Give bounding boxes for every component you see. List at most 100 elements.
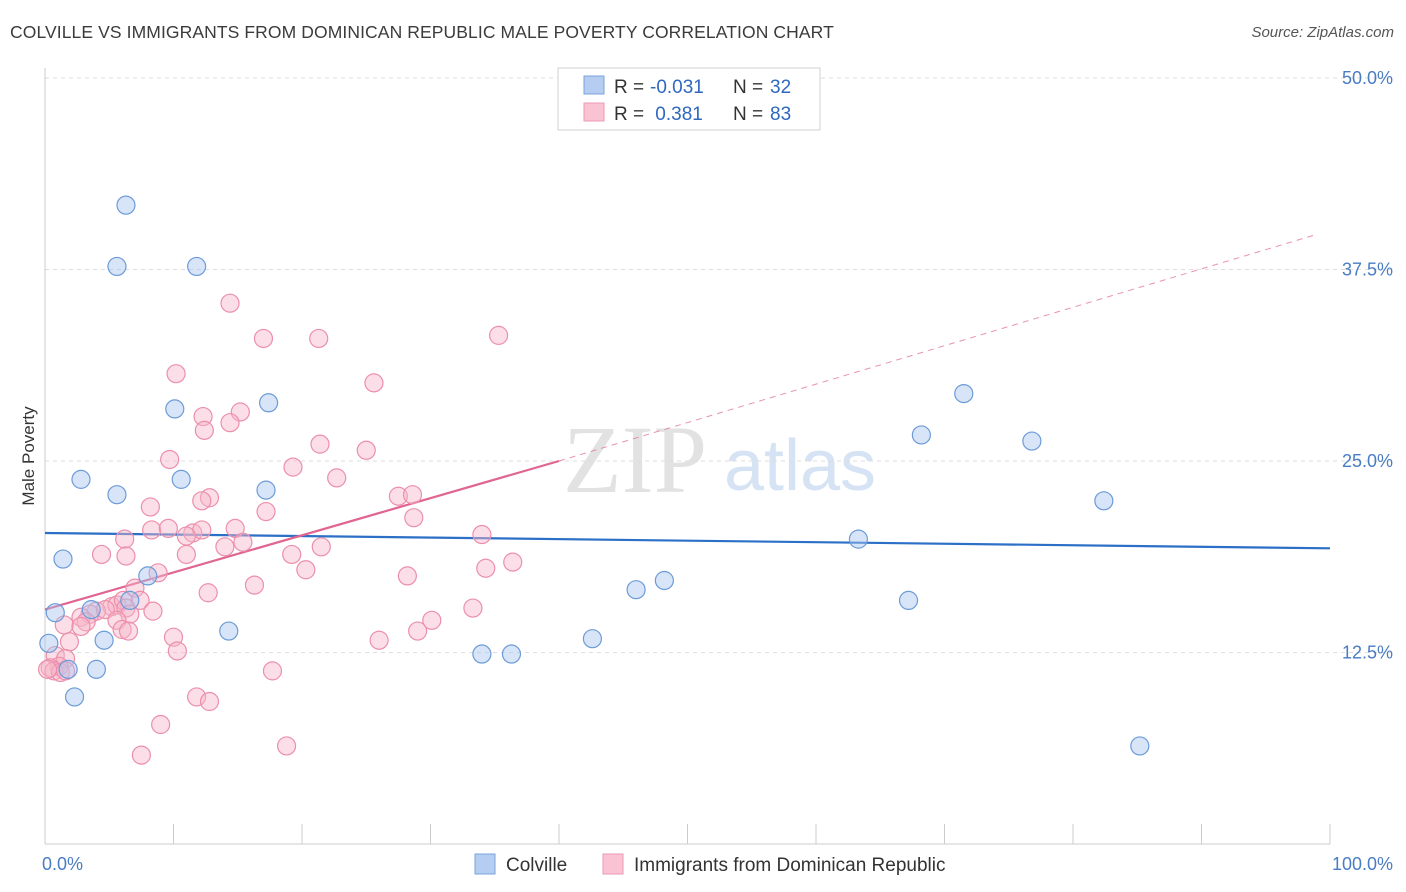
point-dominican xyxy=(193,406,213,427)
point-dominican xyxy=(118,621,139,641)
point-dominican xyxy=(115,529,135,549)
point-colville xyxy=(53,549,73,569)
y-tick-label: 25.0% xyxy=(1342,451,1393,471)
point-dominican xyxy=(397,566,417,586)
bottom-legend-colville: Colville xyxy=(506,855,567,876)
bottom-legend-swatch-colville xyxy=(474,853,496,875)
point-dominican xyxy=(256,501,276,522)
point-dominican xyxy=(489,325,509,345)
trend-line-dominican-extension xyxy=(558,233,1318,462)
point-dominican xyxy=(116,546,136,566)
point-colville xyxy=(94,630,114,650)
point-dominican xyxy=(220,413,240,433)
point-colville xyxy=(138,566,158,586)
trend-line-colville xyxy=(44,531,1331,550)
trend-line-dominican xyxy=(44,459,560,611)
point-dominican xyxy=(253,328,274,349)
point-colville xyxy=(107,256,127,277)
point-dominican xyxy=(125,578,145,598)
y-tick-label: 37.5% xyxy=(1342,260,1393,280)
point-dominican xyxy=(282,544,302,565)
point-colville xyxy=(71,469,91,489)
point-dominican xyxy=(131,745,151,765)
source-label: Source: ZipAtlas.com xyxy=(1251,24,1394,41)
point-dominican xyxy=(296,560,316,580)
point-dominican xyxy=(262,661,283,681)
point-dominican xyxy=(476,558,496,578)
point-dominican xyxy=(356,440,376,460)
point-dominican xyxy=(160,449,180,470)
grid-lines xyxy=(45,77,1392,653)
point-dominican xyxy=(244,575,265,595)
point-dominican xyxy=(233,532,253,552)
point-colville xyxy=(107,485,127,505)
point-dominican xyxy=(37,659,58,679)
point-dominican xyxy=(408,621,428,641)
point-colville xyxy=(911,425,931,445)
data-points xyxy=(37,195,1150,765)
point-dominican xyxy=(404,508,424,528)
axes: 12.5% 25.0% 37.5% 50.0% 0.0% 100.0% xyxy=(42,68,1393,874)
point-colville xyxy=(626,580,646,600)
legend-n-value-1: 32 xyxy=(770,77,791,98)
point-dominican xyxy=(71,616,91,637)
point-colville xyxy=(1094,491,1114,511)
y-tick-label: 12.5% xyxy=(1342,643,1393,663)
legend-n-value-2: 83 xyxy=(770,104,791,125)
point-colville xyxy=(472,644,492,664)
point-dominican xyxy=(151,714,171,735)
point-colville xyxy=(258,393,279,413)
point-dominican xyxy=(158,518,178,539)
point-dominican xyxy=(199,691,220,712)
point-colville xyxy=(171,469,191,489)
point-colville xyxy=(165,399,185,419)
point-colville xyxy=(58,659,78,679)
point-colville xyxy=(86,659,107,679)
point-colville xyxy=(120,590,140,611)
point-dominican xyxy=(402,485,423,505)
point-colville xyxy=(501,644,522,664)
point-colville xyxy=(1022,431,1042,451)
x-tick-label-max: 100.0% xyxy=(1332,854,1393,874)
point-colville xyxy=(187,256,207,277)
point-colville xyxy=(848,529,869,549)
point-dominican xyxy=(194,420,214,440)
point-dominican xyxy=(192,491,212,511)
point-dominican xyxy=(142,520,162,540)
point-dominican xyxy=(364,373,384,393)
point-dominican xyxy=(176,544,196,565)
point-colville xyxy=(582,629,603,649)
point-colville xyxy=(898,590,919,611)
legend-n-label-1: N = xyxy=(733,77,763,98)
y-tick-label: 50.0% xyxy=(1342,68,1393,88)
chart-title: COLVILLE VS IMMIGRANTS FROM DOMINICAN RE… xyxy=(10,22,834,42)
point-colville xyxy=(116,195,136,215)
point-dominican xyxy=(276,736,297,756)
point-dominican xyxy=(310,434,330,454)
point-colville xyxy=(45,603,65,623)
point-colville xyxy=(219,621,239,641)
point-dominican xyxy=(422,610,442,630)
point-colville xyxy=(654,570,674,591)
correlation-legend: R = -0.031 N = 32 R = 0.381 N = 83 xyxy=(557,67,821,131)
point-dominican xyxy=(112,619,132,640)
point-dominican xyxy=(44,661,64,681)
point-dominican xyxy=(187,687,207,707)
point-dominican xyxy=(327,468,347,488)
point-dominican xyxy=(91,544,112,565)
point-colville xyxy=(256,480,276,500)
point-dominican xyxy=(472,524,492,545)
point-dominican xyxy=(369,630,389,650)
point-dominican xyxy=(176,526,196,546)
point-colville xyxy=(954,383,974,404)
point-dominican xyxy=(167,641,187,661)
point-dominican xyxy=(143,601,163,621)
point-dominican xyxy=(59,632,80,652)
bottom-legend-swatch-dominican xyxy=(602,853,624,875)
point-dominican xyxy=(198,583,218,603)
legend-r-value-1: -0.031 xyxy=(650,77,704,98)
legend-r-label-1: R = xyxy=(614,77,644,98)
point-dominican xyxy=(220,293,240,313)
point-colville xyxy=(64,687,85,707)
